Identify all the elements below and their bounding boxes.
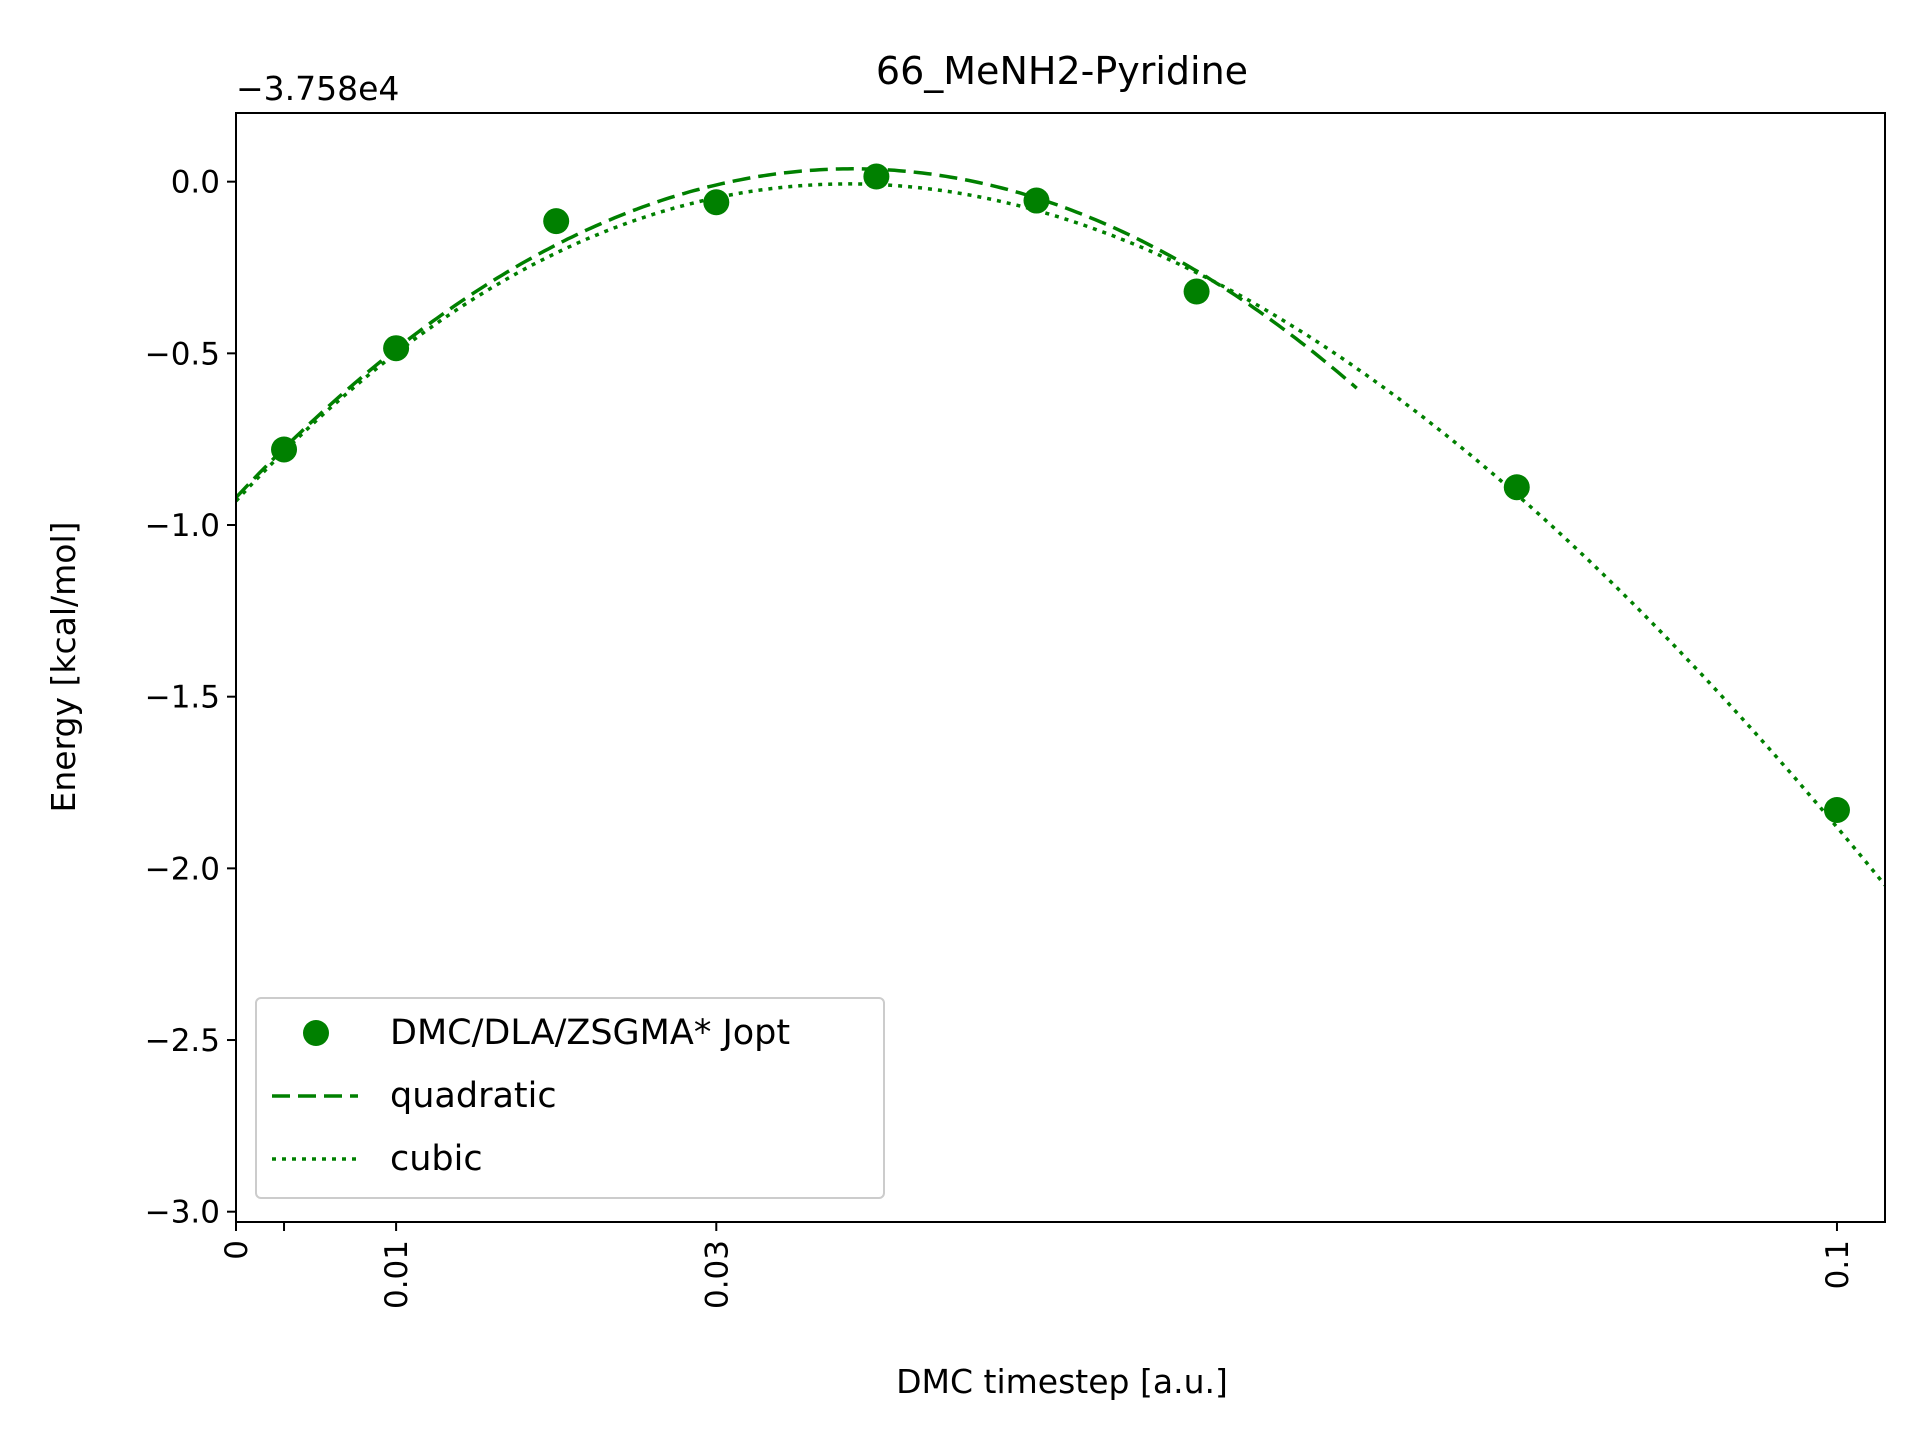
fit-line-quadratic [236,167,1358,499]
legend-label-2: cubic [390,1139,483,1179]
y-tick-label-0: 0.0 [171,165,220,201]
y-offset-label: −3.758e4 [236,69,399,108]
x-tick-label-4: 0.1 [1820,1240,1856,1289]
plot-frame [235,112,1886,1223]
legend: DMC/DLA/ZSGMA* Jopt quadratic cubic [255,997,885,1199]
fit-line-cubic [236,182,1885,887]
data-point-4 [863,163,890,190]
legend-box [255,997,885,1199]
fit-curves [236,167,1885,887]
data-point-8 [1823,796,1850,823]
data-point-6 [1183,278,1210,305]
y-tick-label-2: −1.0 [145,508,220,544]
legend-label-0: DMC/DLA/ZSGMA* Jopt [390,1013,790,1053]
y-tick-label-1: −0.5 [145,336,220,372]
y-tick-label-5: −2.5 [145,1023,220,1059]
data-point-2 [543,208,570,235]
data-point-5 [1023,187,1050,214]
y-tick-label-4: −2.0 [145,851,220,887]
x-axis-label: DMC timestep [a.u.] [896,1362,1228,1401]
data-point-1 [383,335,410,362]
x-tick-label-3: 0.03 [699,1240,735,1309]
x-tick-label-0: 0 [219,1240,255,1260]
data-point-7 [1503,474,1530,501]
legend-label-1: quadratic [390,1076,557,1116]
chart-title: 66_MeNH2-Pyridine [876,49,1248,93]
legend-marker-0 [303,1020,329,1046]
data-point-0 [271,436,298,463]
y-tick-label-3: −1.5 [145,680,220,716]
y-axis-label: Energy [kcal/mol] [44,521,83,812]
y-tick-label-6: −3.0 [145,1195,220,1231]
x-tick-label-2: 0.01 [379,1240,415,1309]
data-point-3 [703,189,730,216]
